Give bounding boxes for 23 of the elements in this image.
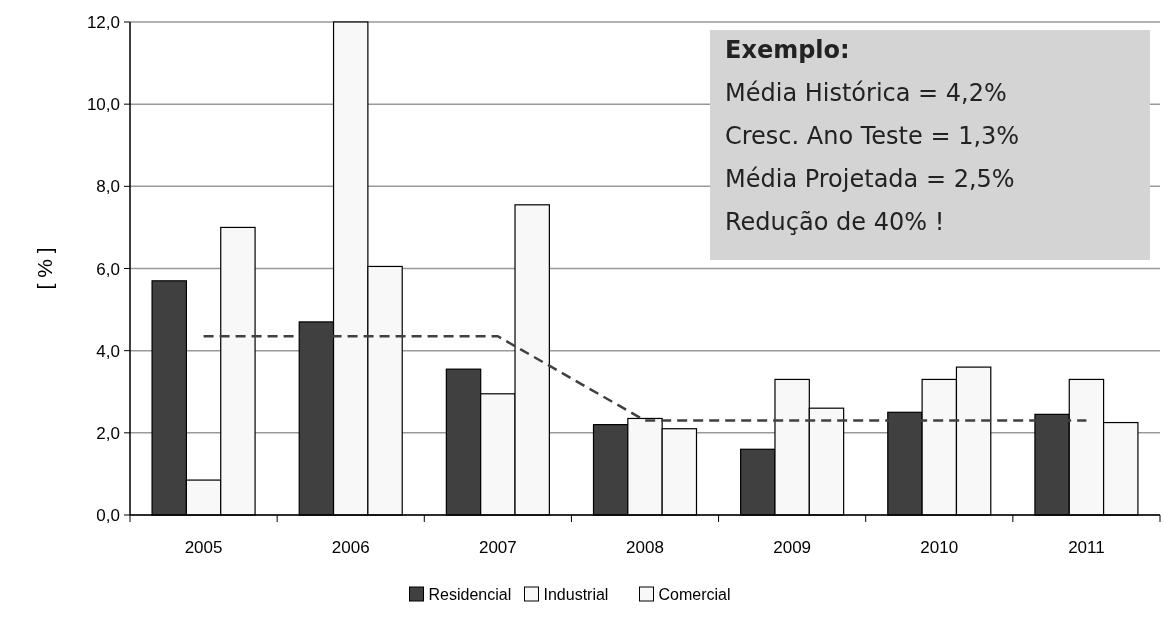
annotation: Exemplo: [725, 36, 850, 64]
y-tick-label: 0,0 [96, 506, 120, 525]
annotation: Redução de 40% ! [725, 208, 945, 236]
y-tick-label: 6,0 [96, 259, 120, 279]
legend-label: Comercial [658, 586, 731, 603]
x-tick-label: 2008 [626, 538, 664, 557]
annotation: Média Projetada = 2,5% [725, 165, 1015, 193]
y-tick-label: 12,0 [86, 13, 120, 32]
y-axis-title: [ % ] [33, 247, 56, 290]
x-tick-label: 2011 [1068, 538, 1105, 557]
x-tick-label: 2005 [184, 538, 223, 557]
x-tick-label: 2006 [331, 538, 370, 557]
y-tick-label: 2,0 [96, 423, 120, 443]
annotation: Cresc. Ano Teste = 1,3% [725, 122, 1020, 150]
x-tick-label: 2010 [920, 538, 959, 557]
x-tick-label: 2007 [478, 538, 517, 557]
y-tick-label: 8,0 [96, 177, 120, 197]
legend-label: Residencial [428, 586, 512, 603]
annotation: Média Histórica = 4,2% [725, 79, 1007, 107]
y-tick-label: 10,0 [86, 95, 120, 115]
legend-label: Industrial [543, 586, 609, 603]
x-tick-label: 2009 [773, 538, 812, 557]
y-tick-label: 4,0 [96, 341, 120, 361]
